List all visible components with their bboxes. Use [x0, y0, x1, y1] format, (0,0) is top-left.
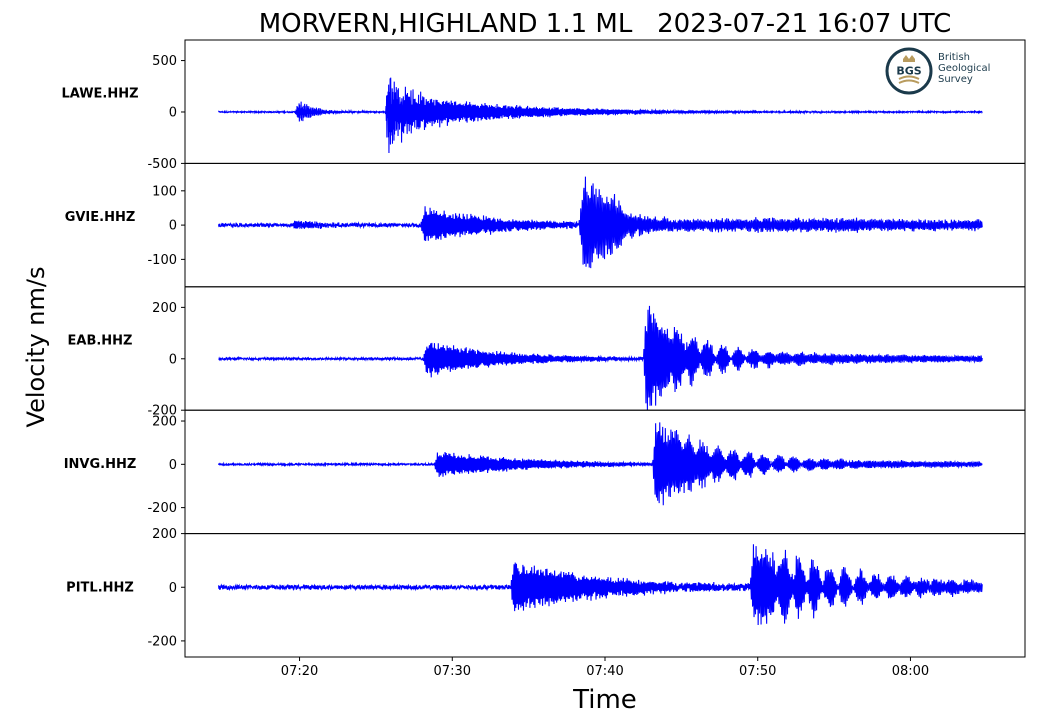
- y-tick-label: -200: [147, 404, 177, 419]
- x-tick-label: 07:30: [434, 664, 471, 679]
- waveform-line: [218, 305, 983, 411]
- waveform-line: [218, 77, 983, 154]
- y-tick-label: 0: [169, 581, 177, 596]
- y-tick-label: -200: [147, 501, 177, 516]
- y-tick-label: 0: [169, 105, 177, 120]
- y-tick-label: -500: [147, 157, 177, 172]
- x-tick-label: 07:40: [586, 664, 623, 679]
- waveform-line: [218, 422, 983, 506]
- logo-text: British Geological Survey: [938, 52, 990, 85]
- y-tick-label: 500: [152, 54, 177, 69]
- panel-eab-hhz: 200 0 -200 EAB.HHZ: [68, 286, 1026, 419]
- station-label: EAB.HHZ: [68, 334, 133, 349]
- y-tick-label: 200: [152, 415, 177, 430]
- panel-pitl-hhz: 200 0 -200 PITL.HHZ: [66, 527, 1026, 658]
- y-tick-label: 0: [169, 458, 177, 473]
- y-axis-label: Velocity nm/s: [22, 267, 50, 428]
- logo-mark: BGS: [896, 65, 921, 78]
- bgs-logo: BGS British Geological Survey: [884, 46, 1006, 96]
- logo-line-3: Survey: [938, 74, 973, 85]
- logo-line-1: British: [938, 52, 970, 63]
- x-axis: 07:20 07:30 07:40 07:50 08:00: [281, 657, 929, 679]
- bgs-emblem-icon: BGS: [885, 47, 933, 95]
- station-label: INVG.HHZ: [64, 457, 137, 472]
- panel-invg-hhz: 200 0 -200 INVG.HHZ: [64, 409, 1026, 535]
- x-axis-label: Time: [572, 685, 637, 715]
- panel-gvie-hhz: 100 0 -100 GVIE.HHZ: [65, 162, 1026, 288]
- y-tick-label: 200: [152, 527, 177, 542]
- station-label: GVIE.HHZ: [65, 210, 136, 225]
- chart-title: MORVERN,HIGHLAND 1.1 ML 2023-07-21 16:07…: [259, 9, 951, 39]
- y-tick-label: -100: [147, 253, 177, 268]
- station-label: PITL.HHZ: [66, 580, 134, 595]
- y-tick-label: 0: [169, 352, 177, 367]
- x-tick-label: 08:00: [892, 664, 929, 679]
- waveform-line: [218, 544, 983, 625]
- panel-frame: [184, 409, 1026, 535]
- y-tick-label: -200: [147, 634, 177, 649]
- station-label: LAWE.HHZ: [61, 87, 138, 102]
- x-tick-label: 07:50: [739, 664, 776, 679]
- y-tick-label: 200: [152, 301, 177, 316]
- panels-group: 500 0 -500 LAWE.HHZ 100 0 -100 GVIE.HHZ 200 0 -200…: [61, 39, 1026, 658]
- panel-lawe-hhz: 500 0 -500 LAWE.HHZ: [61, 39, 1026, 172]
- panel-frame: [184, 286, 1026, 411]
- waveform-line: [218, 176, 983, 269]
- logo-line-2: Geological: [938, 63, 991, 74]
- y-tick-label: 100: [152, 184, 177, 199]
- x-tick-label: 07:20: [281, 664, 318, 679]
- y-tick-label: 0: [169, 219, 177, 234]
